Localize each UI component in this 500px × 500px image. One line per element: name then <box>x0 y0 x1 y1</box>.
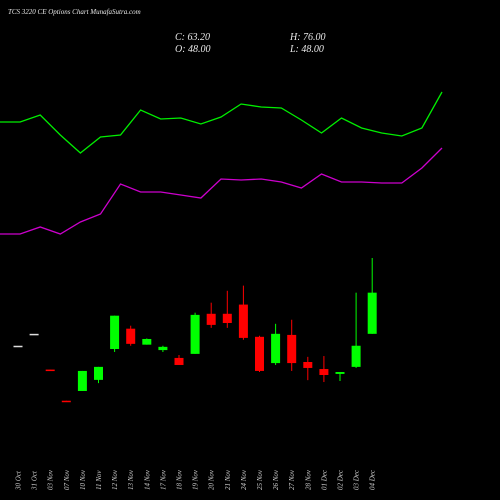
candle-body <box>174 357 184 365</box>
x-tick-label: 03 Nov <box>47 469 55 490</box>
x-tick-label: 31 Oct <box>31 470 39 491</box>
low-label: L: 48.00 <box>289 44 324 55</box>
x-tick-label: 19 Nov <box>192 469 200 490</box>
candle-body <box>319 369 329 375</box>
x-tick-label: 30 Oct <box>15 470 23 491</box>
x-tick-label: 03 Dec <box>353 469 361 490</box>
x-tick-label: 10 Nov <box>79 469 87 490</box>
candle-body <box>110 315 120 349</box>
candle-body <box>45 369 55 372</box>
candle-body <box>303 362 313 368</box>
x-tick-label: 04 Dec <box>369 469 377 490</box>
x-tick-label: 13 Nov <box>127 469 135 490</box>
candle-body <box>335 372 345 374</box>
candle-body <box>271 333 281 364</box>
candle-body <box>238 304 248 338</box>
candle-body <box>190 314 200 354</box>
candle-body <box>222 313 232 323</box>
x-tick-label: 02 Dec <box>337 469 345 490</box>
x-tick-label: 20 Nov <box>208 469 216 490</box>
x-tick-label: 24 Nov <box>240 469 248 490</box>
x-tick-label: 21 Nov <box>224 469 232 490</box>
candle-body <box>29 333 39 336</box>
candle-body <box>367 292 377 334</box>
x-tick-label: 28 Nov <box>304 469 312 490</box>
candle-body <box>13 345 23 348</box>
indicator-line <box>0 91 443 154</box>
x-tick-label: 25 Nov <box>256 469 264 490</box>
indicator-line <box>0 147 443 235</box>
candle-body <box>287 334 297 364</box>
x-tick-label: 18 Nov <box>176 469 184 490</box>
x-tick-label: 01 Dec <box>320 469 328 490</box>
chart-title: TCS 3220 CE Options Chart MunafaSutra.co… <box>8 8 141 16</box>
candle-body <box>142 338 152 345</box>
candle-body <box>77 370 87 391</box>
candle-body <box>351 345 361 367</box>
candle-body <box>94 366 103 380</box>
candle-body <box>61 400 71 403</box>
x-tick-label: 12 Nov <box>111 469 119 490</box>
x-tick-label: 27 Nov <box>288 469 296 490</box>
candle-body <box>206 313 216 325</box>
open-label: O: 48.00 <box>175 44 211 55</box>
candle-body <box>255 336 264 371</box>
x-tick-label: 14 Nov <box>143 469 151 490</box>
candle-body <box>158 346 168 351</box>
x-tick-label: 07 Nov <box>63 469 71 490</box>
candle-body <box>126 328 136 344</box>
close-label: C: 63.20 <box>175 32 210 43</box>
x-tick-label: 11 Nov <box>95 470 103 490</box>
high-label: H: 76.00 <box>289 32 326 43</box>
x-tick-label: 17 Nov <box>159 469 167 490</box>
x-tick-label: 26 Nov <box>272 469 280 490</box>
